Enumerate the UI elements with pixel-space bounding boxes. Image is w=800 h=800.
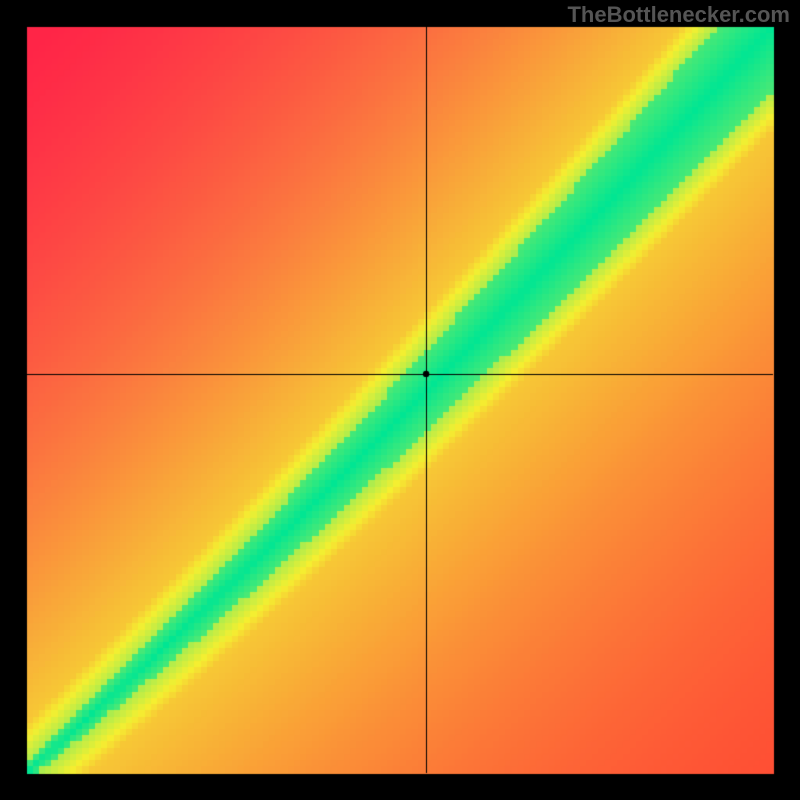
- watermark-text: TheBottlenecker.com: [567, 2, 790, 28]
- bottleneck-heatmap: [0, 0, 800, 800]
